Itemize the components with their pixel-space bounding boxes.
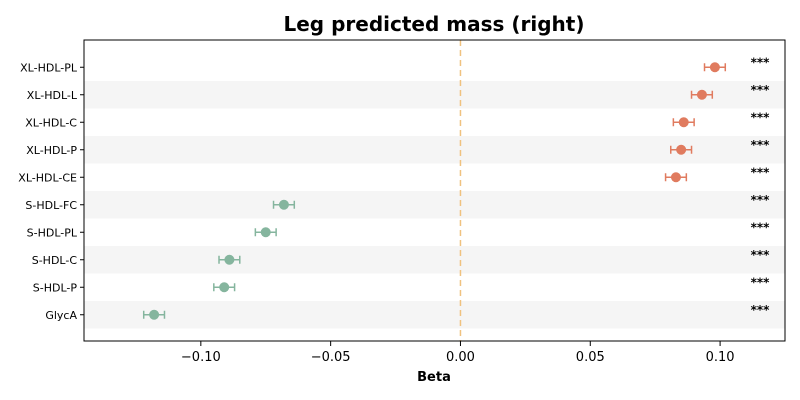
plot-frame [83, 39, 786, 342]
category-label: GlycA [45, 309, 77, 322]
row-stripe [84, 136, 785, 164]
significance-label: *** [751, 110, 771, 124]
category-label: S-HDL-FC [25, 199, 77, 212]
estimate-point [149, 309, 160, 320]
estimate-point [260, 227, 271, 238]
x-axis: −0.10 −0.05 0.00 0.05 0.10 [181, 341, 735, 365]
chart-title: Leg predicted mass (right) [284, 12, 585, 36]
estimate-point [696, 89, 707, 100]
row-stripes [84, 81, 785, 329]
estimate-point [678, 117, 689, 128]
row-stripe [84, 301, 785, 329]
estimate-point [278, 199, 289, 210]
data-marks [142, 62, 727, 320]
x-tick-label: −0.10 [181, 350, 221, 365]
estimate-point [224, 254, 235, 265]
row-stripe [84, 81, 785, 109]
category-label: XL-HDL-PL [20, 61, 78, 74]
significance-label: *** [751, 275, 771, 289]
x-tick-label: 0.00 [446, 350, 475, 365]
category-label: XL-HDL-C [25, 116, 77, 129]
row-stripe [84, 191, 785, 219]
x-tick-label: −0.05 [311, 350, 351, 365]
significance-label: *** [751, 248, 771, 262]
significance-label: *** [751, 165, 771, 179]
significance-label: *** [751, 220, 771, 234]
category-label: XL-HDL-L [27, 89, 78, 102]
category-label: XL-HDL-P [26, 144, 77, 157]
category-label: S-HDL-PL [27, 226, 78, 239]
x-tick-label: 0.10 [706, 350, 735, 365]
estimate-point [676, 144, 687, 155]
category-labels: XL-HDL-PL XL-HDL-L XL-HDL-C XL-HDL-P XL-HDL-… [18, 61, 84, 322]
significance-label: *** [751, 55, 771, 69]
significance-labels: *** *** *** *** *** *** *** *** *** *** [751, 55, 771, 317]
significance-label: *** [751, 83, 771, 97]
category-label: XL-HDL-CE [18, 171, 77, 184]
x-axis-label: Beta [417, 370, 451, 385]
significance-label: *** [751, 303, 771, 317]
x-tick-label: 0.05 [576, 350, 605, 365]
estimate-point [670, 172, 681, 183]
category-label: S-HDL-C [32, 254, 78, 267]
significance-label: *** [751, 138, 771, 152]
significance-label: *** [751, 193, 771, 207]
row-stripe [84, 246, 785, 274]
estimate-point [709, 62, 720, 73]
category-label: S-HDL-P [33, 281, 78, 294]
estimate-point [219, 282, 230, 293]
